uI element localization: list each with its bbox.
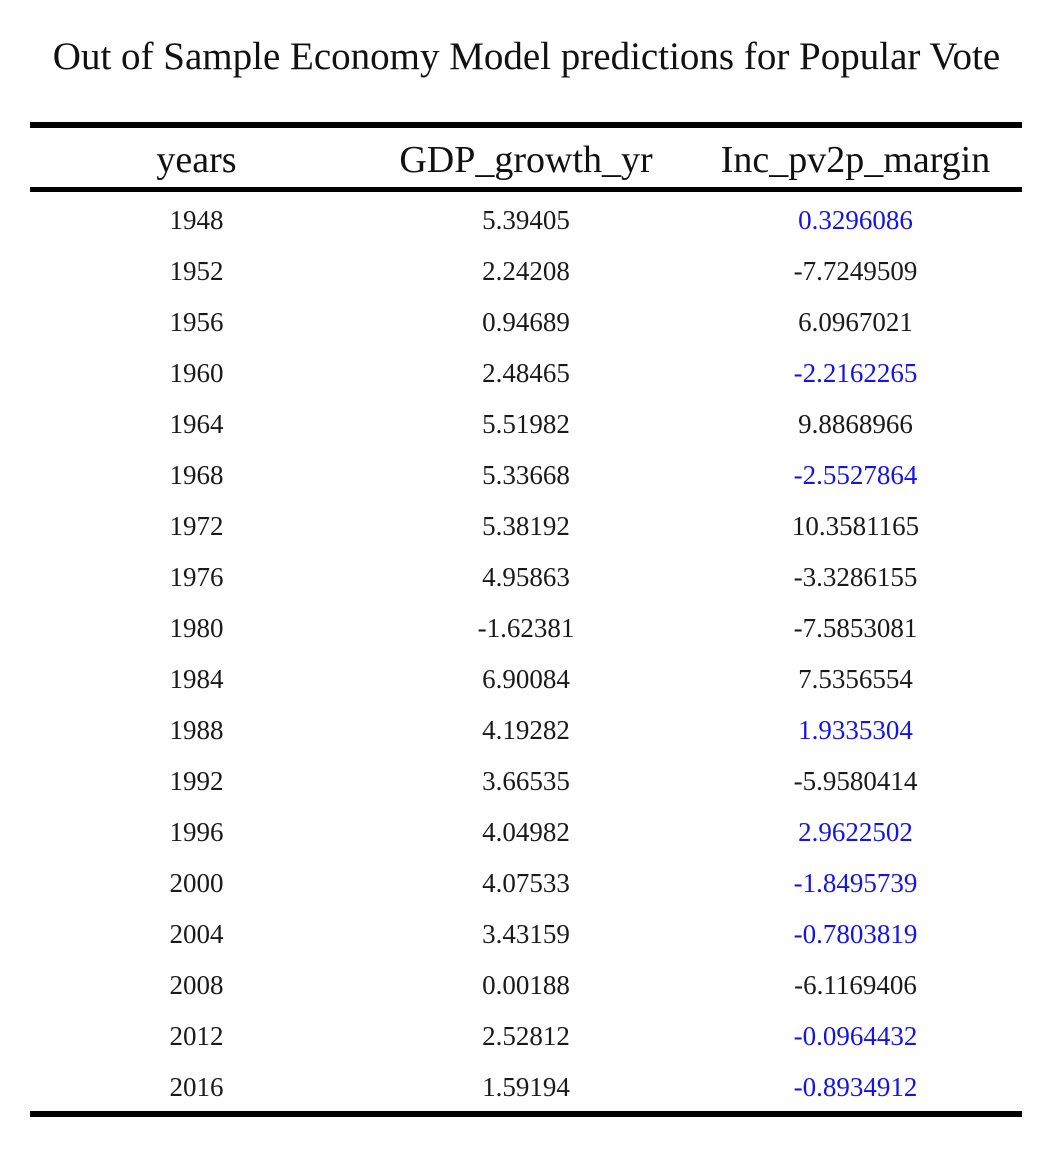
table-row: 1988 4.19282 1.9335304	[30, 705, 1022, 756]
cell-inc-margin: -2.5527864	[793, 460, 918, 490]
table-row: 1952 2.24208 -7.7249509	[30, 246, 1022, 297]
cell-year: 2000	[169, 868, 224, 898]
cell-inc-margin: 1.9335304	[798, 715, 913, 745]
cell-inc-margin: -3.3286155	[793, 562, 918, 592]
table-header: years GDP_growth_yr Inc_pv2p_margin	[30, 128, 1022, 187]
cell-gdp-growth: 4.95863	[482, 562, 570, 592]
table-row: 1964 5.51982 9.8868966	[30, 399, 1022, 450]
cell-gdp-growth: 0.00188	[482, 970, 570, 1000]
cell-year: 1972	[169, 511, 224, 541]
table-row: 1972 5.38192 10.3581165	[30, 501, 1022, 552]
cell-inc-margin: -2.2162265	[793, 358, 918, 388]
cell-gdp-growth: 5.51982	[482, 409, 570, 439]
cell-gdp-growth: 2.52812	[482, 1021, 570, 1051]
cell-year: 2004	[169, 919, 224, 949]
cell-inc-margin: -5.9580414	[793, 766, 918, 796]
cell-gdp-growth: 5.38192	[482, 511, 570, 541]
column-header-inc-margin: Inc_pv2p_margin	[720, 139, 991, 181]
table-row: 1968 5.33668 -2.5527864	[30, 450, 1022, 501]
table-row: 2000 4.07533 -1.8495739	[30, 858, 1022, 909]
cell-year: 1996	[169, 817, 224, 847]
header-rule	[30, 187, 1022, 192]
table-row: 1980 -1.62381 -7.5853081	[30, 603, 1022, 654]
cell-gdp-growth: 4.19282	[482, 715, 570, 745]
cell-inc-margin: -7.5853081	[793, 613, 918, 643]
cell-year: 1948	[169, 205, 224, 235]
cell-gdp-growth: 3.43159	[482, 919, 570, 949]
table-row: 2004 3.43159 -0.7803819	[30, 909, 1022, 960]
cell-gdp-growth: -1.62381	[477, 613, 575, 643]
cell-inc-margin: -6.1169406	[794, 970, 917, 1000]
cell-inc-margin: -0.0964432	[793, 1021, 918, 1051]
table-row: 1976 4.95863 -3.3286155	[30, 552, 1022, 603]
cell-year: 1952	[169, 256, 224, 286]
table-row: 1992 3.66535 -5.9580414	[30, 756, 1022, 807]
cell-year: 1988	[169, 715, 224, 745]
cell-year: 1984	[169, 664, 224, 694]
cell-inc-margin: 7.5356554	[798, 664, 913, 694]
cell-gdp-growth: 2.24208	[482, 256, 570, 286]
cell-year: 1980	[169, 613, 224, 643]
cell-inc-margin: 10.3581165	[791, 511, 920, 541]
cell-gdp-growth: 5.39405	[482, 205, 570, 235]
cell-gdp-growth: 0.94689	[482, 307, 570, 337]
cell-gdp-growth: 4.04982	[482, 817, 570, 847]
cell-year: 1964	[169, 409, 224, 439]
cell-gdp-growth: 1.59194	[482, 1072, 570, 1102]
cell-inc-margin: 0.3296086	[798, 205, 913, 235]
table-row: 1960 2.48465 -2.2162265	[30, 348, 1022, 399]
table-row: 1956 0.94689 6.0967021	[30, 297, 1022, 348]
table-row: 2008 0.00188 -6.1169406	[30, 960, 1022, 1011]
table-body: 1948 5.39405 0.3296086 1952 2.24208 -7.724950…	[30, 195, 1022, 1113]
cell-year: 2012	[169, 1021, 224, 1051]
cell-year: 2016	[169, 1072, 224, 1102]
cell-year: 1960	[169, 358, 224, 388]
cell-year: 1976	[169, 562, 224, 592]
cell-inc-margin: 2.9622502	[798, 817, 913, 847]
table-row: 2016 1.59194 -0.8934912	[30, 1062, 1022, 1113]
bottom-rule	[30, 1111, 1022, 1117]
cell-gdp-growth: 4.07533	[482, 868, 570, 898]
cell-year: 1992	[169, 766, 224, 796]
cell-year: 1956	[169, 307, 224, 337]
table-row: 1948 5.39405 0.3296086	[30, 195, 1022, 246]
cell-inc-margin: -1.8495739	[793, 868, 918, 898]
top-rule	[30, 122, 1022, 128]
cell-inc-margin: 6.0967021	[798, 307, 913, 337]
column-header-gdp-growth: GDP_growth_yr	[399, 139, 653, 181]
cell-inc-margin: -0.8934912	[793, 1072, 918, 1102]
table-row: 1984 6.90084 7.5356554	[30, 654, 1022, 705]
table-row: 2012 2.52812 -0.0964432	[30, 1011, 1022, 1062]
cell-gdp-growth: 3.66535	[482, 766, 570, 796]
cell-gdp-growth: 6.90084	[482, 664, 570, 694]
cell-inc-margin: 9.8868966	[798, 409, 913, 439]
cell-year: 1968	[169, 460, 224, 490]
column-header-years: years	[156, 139, 237, 181]
cell-inc-margin: -7.7249509	[793, 256, 918, 286]
table-row: 1996 4.04982 2.9622502	[30, 807, 1022, 858]
cell-gdp-growth: 2.48465	[482, 358, 570, 388]
cell-inc-margin: -0.7803819	[793, 919, 918, 949]
cell-gdp-growth: 5.33668	[482, 460, 570, 490]
cell-year: 2008	[169, 970, 224, 1000]
table-title: Out of Sample Economy Model predictions …	[52, 35, 1001, 78]
